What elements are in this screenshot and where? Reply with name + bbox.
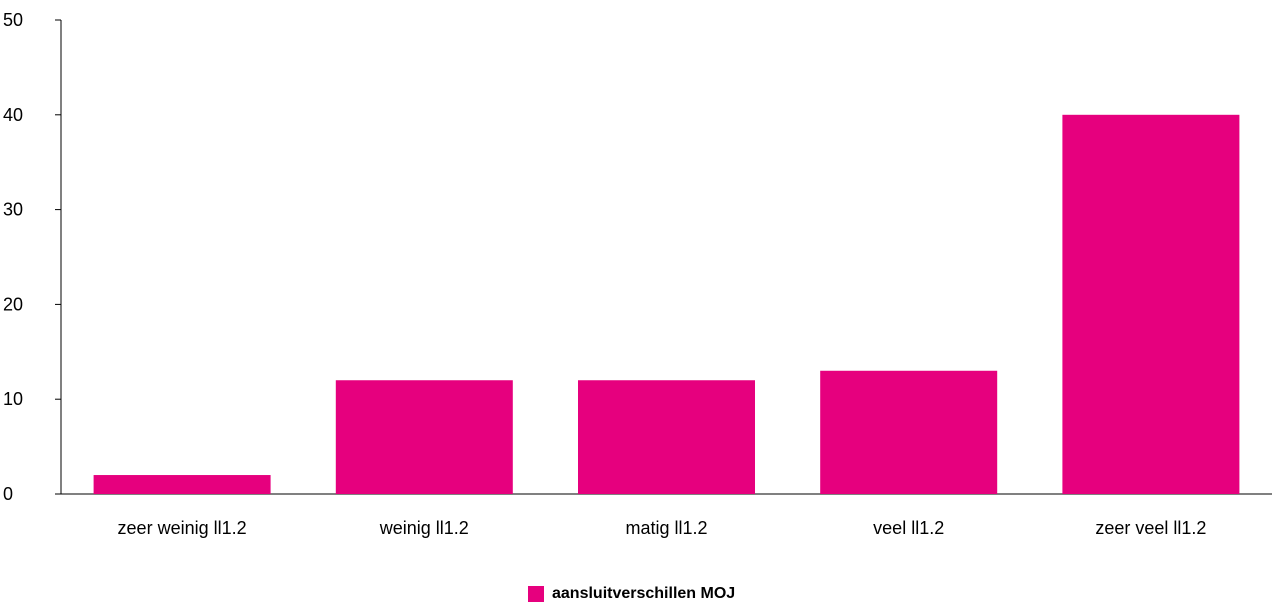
y-tick-label: 30 bbox=[3, 200, 23, 220]
bar bbox=[335, 380, 513, 494]
bar bbox=[820, 370, 998, 494]
bar bbox=[578, 380, 755, 494]
x-tick-label: matig ll1.2 bbox=[625, 518, 707, 538]
legend-item: aansluitverschillen MOJ bbox=[528, 585, 735, 603]
x-tick-label: weinig ll1.2 bbox=[379, 518, 469, 538]
bar bbox=[93, 475, 271, 494]
x-tick-label: zeer weinig ll1.2 bbox=[118, 518, 247, 538]
y-tick-label: 10 bbox=[3, 389, 23, 409]
legend-label: aansluitverschillen MOJ bbox=[552, 585, 736, 602]
x-tick-label: zeer veel ll1.2 bbox=[1095, 518, 1206, 538]
y-tick-label: 0 bbox=[3, 484, 13, 504]
legend-swatch bbox=[528, 586, 544, 602]
y-tick-label: 40 bbox=[3, 105, 23, 125]
bar bbox=[1062, 114, 1240, 495]
y-tick-label: 20 bbox=[3, 294, 23, 314]
y-tick-label: 50 bbox=[3, 10, 23, 30]
legend: aansluitverschillen MOJ bbox=[0, 585, 1272, 605]
y-axis-ticks: 0 10 20 30 40 50 bbox=[3, 10, 61, 504]
x-tick-label: veel ll1.2 bbox=[873, 518, 944, 538]
x-axis-labels: zeer weinig ll1.2 weinig ll1.2 matig ll1.2… bbox=[118, 518, 1207, 538]
bars bbox=[93, 114, 1240, 495]
